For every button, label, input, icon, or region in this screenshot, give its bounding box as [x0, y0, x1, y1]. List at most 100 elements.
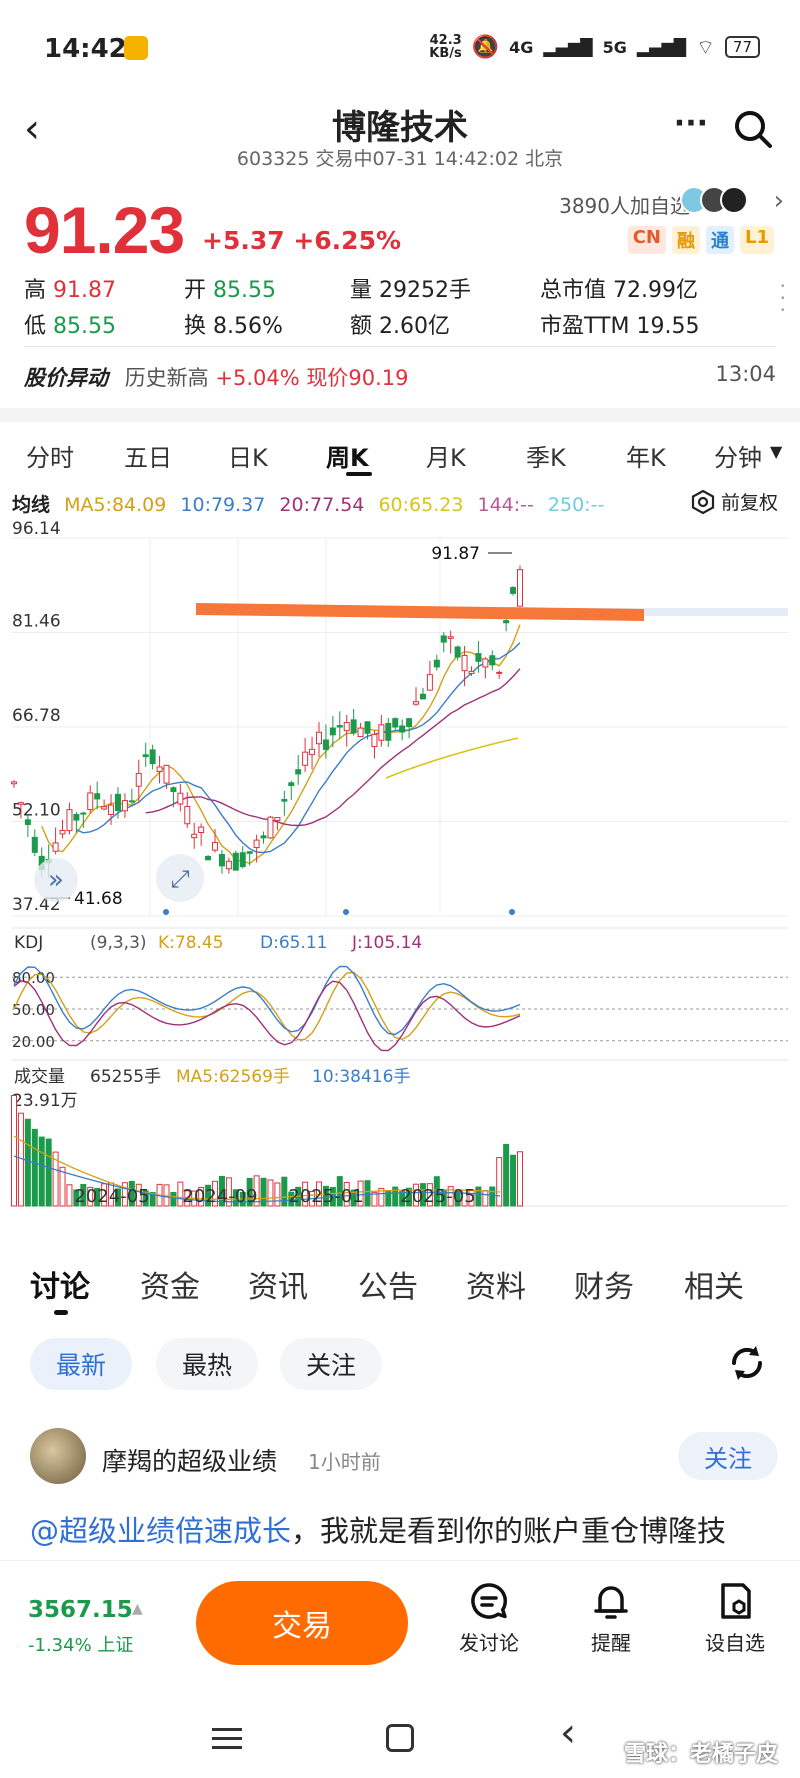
mute-icon: 🔕 [471, 34, 500, 60]
candle-body [350, 719, 357, 734]
volume-bar [419, 1183, 426, 1207]
trade-button[interactable]: 交易 [196, 1581, 408, 1665]
candle-body [128, 800, 135, 803]
refresh-icon[interactable] [726, 1342, 768, 1388]
tab-profile[interactable]: 资料 [466, 1270, 526, 1305]
chevron-right-icon[interactable]: › [773, 186, 784, 216]
candle-body [274, 817, 281, 822]
volume-bar [52, 1151, 59, 1207]
menu-icon[interactable] [212, 1726, 242, 1756]
tab-monthly[interactable]: 月K [426, 444, 466, 472]
volume-bar [371, 1191, 378, 1207]
stat-high: 高 91.87 [24, 278, 116, 303]
remind-button[interactable]: 提醒 [566, 1581, 656, 1656]
page-title: 博隆技术 [332, 108, 468, 148]
tab-daily[interactable]: 日K [228, 444, 268, 472]
tab-5day[interactable]: 五日 [124, 444, 172, 472]
back-nav-icon[interactable]: ‹ [560, 1710, 576, 1756]
post-body[interactable]: @超级业绩倍速成长，我就是看到你的账户重仓博隆技 [30, 1508, 726, 1550]
volume-bar [336, 1176, 343, 1207]
tab-intraday[interactable]: 分时 [26, 444, 74, 472]
vol-value: 65255手 [90, 1067, 161, 1087]
volume-bar [413, 1183, 420, 1207]
volume-bar [121, 1182, 128, 1207]
follow-button[interactable]: 关注 [678, 1432, 778, 1480]
stat-turnover: 换 8.56% [184, 314, 283, 339]
status-time: 14:42 [44, 34, 127, 64]
search-icon[interactable] [732, 108, 774, 154]
price-alert-row[interactable]: 股价异动 历史新高 +5.04% 现价90.19 13:04 [24, 362, 776, 392]
stat-pe: 市盈TTM 19.55 [540, 314, 700, 339]
index-change[interactable]: -1.34% 上证 [28, 1635, 134, 1656]
avatar[interactable] [30, 1428, 86, 1484]
candle-body [302, 751, 309, 766]
avatar [720, 186, 748, 214]
settings-icon [691, 489, 715, 514]
chevron-down-icon[interactable]: ▼ [770, 442, 783, 461]
move-pct: +5.04% 现价90.19 [215, 366, 409, 390]
tab-news[interactable]: 资讯 [248, 1270, 308, 1305]
tab-minute[interactable]: 分钟 [714, 444, 762, 472]
volume-bar [128, 1180, 135, 1207]
candle-body [517, 569, 523, 607]
kdj-k: K:78.45 [158, 933, 224, 953]
filter-following[interactable]: 关注 [280, 1338, 382, 1390]
filter-latest[interactable]: 最新 [30, 1338, 132, 1390]
volume-bar [399, 1191, 406, 1207]
volume-bar [135, 1183, 142, 1207]
watcher-avatars[interactable] [680, 186, 748, 214]
candle-body [114, 793, 121, 812]
tab-discussion[interactable]: 讨论 [30, 1270, 90, 1305]
volume-bar [406, 1187, 413, 1207]
tab-announcements[interactable]: 公告 [358, 1270, 418, 1305]
fullscreen-glyph: ⤢ [170, 865, 189, 893]
y-tick-label: 66.78 [12, 706, 61, 726]
adjust-toggle[interactable]: 前复权 [691, 488, 778, 515]
watchlist-label: 设自选 [705, 1631, 765, 1655]
vol-max-label: 23.91万 [12, 1091, 78, 1111]
candle-body [433, 659, 440, 668]
tab-funds[interactable]: 资金 [140, 1270, 200, 1305]
home-icon[interactable] [386, 1724, 414, 1752]
expand-left-icon [34, 858, 78, 902]
volume-bar [253, 1175, 260, 1207]
back-icon[interactable]: ‹ [24, 106, 40, 152]
vol-ma5-line [13, 1135, 501, 1200]
y-tick-label: 81.46 [12, 612, 61, 632]
add-watchlist-icon [721, 1583, 751, 1619]
post-text: ，我就是看到你的账户重仓博隆技 [291, 1514, 727, 1548]
kdj-line [13, 965, 521, 1036]
candle-body [184, 806, 191, 825]
tab-yearly[interactable]: 年K [626, 444, 666, 472]
bell-icon [594, 1586, 628, 1619]
candle-body [260, 835, 267, 839]
candle-body [419, 693, 426, 700]
tab-weekly[interactable]: 周K [326, 444, 369, 472]
legend-ma60: 60:65.23 [378, 494, 464, 516]
index-value[interactable]: 3567.15 [28, 1597, 133, 1623]
candle-body [461, 654, 468, 672]
more-icon[interactable]: ··· [673, 106, 708, 141]
watchlist-button[interactable]: 设自选 [690, 1581, 780, 1656]
vol-ma5: MA5:62569手 [176, 1067, 290, 1087]
tab-quarterly[interactable]: 季K [526, 444, 566, 472]
volume-bar [24, 1118, 31, 1207]
filter-hot[interactable]: 最热 [156, 1338, 258, 1390]
chat-icon [471, 1583, 508, 1619]
volume-bar [343, 1182, 350, 1207]
candle-body [503, 620, 510, 624]
discuss-button[interactable]: 发讨论 [444, 1581, 534, 1656]
post-mention[interactable]: @超级业绩倍速成长 [30, 1514, 292, 1548]
more-vertical-icon[interactable]: · · · [779, 274, 786, 322]
tab-financials[interactable]: 财务 [574, 1270, 634, 1305]
candle-body [198, 826, 205, 833]
candle-body [80, 812, 87, 815]
tab-related[interactable]: 相关 [684, 1270, 744, 1305]
post-author[interactable]: 摩羯的超级业绩 [102, 1447, 278, 1476]
watchers-count[interactable]: 3890人加自选 [559, 194, 690, 218]
legend-title: 均线 [12, 494, 51, 516]
section-gap [0, 408, 800, 422]
volume-bar [482, 1190, 489, 1207]
event-dot [509, 909, 515, 915]
